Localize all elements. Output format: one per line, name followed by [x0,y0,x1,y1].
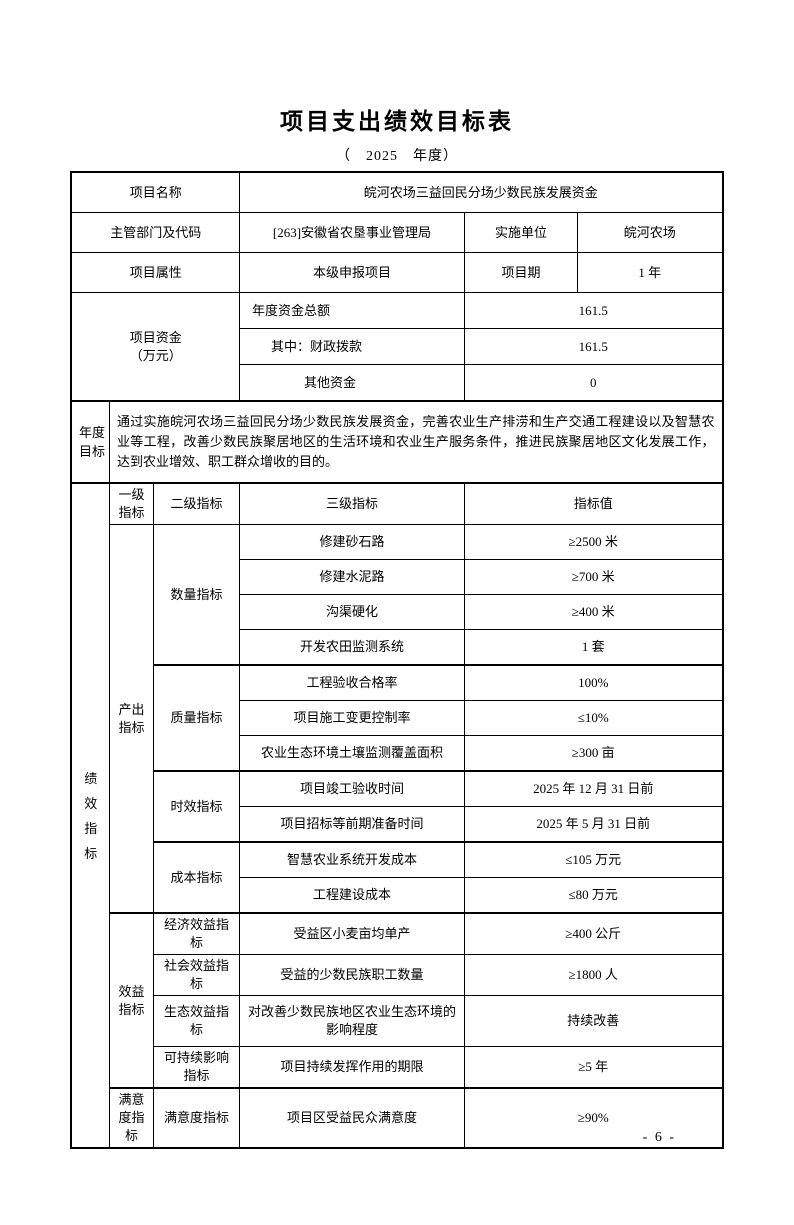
table-row: 沟渠硬化 ≥400 米 [71,594,724,630]
time-indicator-label: 时效指标 [152,770,240,843]
indicator-value: 2025 年 12 月 31 日前 [463,770,724,807]
funding-label: 项目资金 （万元） [70,292,240,402]
project-period-label: 项目期 [463,252,578,293]
indicator-value: ≤80 万元 [463,877,724,914]
indicator-name: 工程验收合格率 [238,664,465,701]
table-row: 农业生态环境土壤监测覆盖面积 ≥300 亩 [71,735,724,772]
indicator-value: 持续改善 [463,995,724,1047]
indicator-name: 修建水泥路 [238,559,465,595]
table-row: 其他资金 0 [71,364,724,402]
table-row: 效益指标 经济效益指标 受益区小麦亩均单产 ≥400 公斤 [71,912,724,1089]
project-name-value: 皖河农场三益回民分场少数民族发展资金 [238,171,724,213]
indicator-value: ≤10% [463,700,724,736]
table-row: 修建水泥路 ≥700 米 [71,559,724,595]
page-subtitle: （ 2025 年度） [336,149,458,164]
project-name-label: 项目名称 [70,171,240,213]
impl-unit-value: 皖河农场 [576,212,724,253]
table-row: 可持续影响指标 项目持续发挥作用的期限 ≥5 年 [71,1046,724,1089]
indicator-value: ≥400 米 [463,594,724,630]
satisfaction-level2-label: 满意度指标 [152,1087,240,1149]
table-row: 项目名称 皖河农场三益回民分场少数民族发展资金 [70,171,724,213]
funding-total-label: 年度资金总额 [238,292,465,329]
indicator-value: ≥400 公斤 [463,912,724,955]
economic-benefit-label: 经济效益指标 [152,912,240,955]
indicator-name: 工程建设成本 [238,877,465,914]
quantity-indicator-label: 数量指标 [152,524,240,666]
indicator-name: 受益的少数民族职工数量 [238,954,465,996]
annual-goal-label: 年度目标 [70,400,110,484]
satisfaction-level1-label: 满意度指标 [108,1087,154,1149]
eco-benefit-label: 生态效益指标 [152,995,240,1047]
indicator-name: 修建砂石路 [238,524,465,560]
indicator-name: 对改善少数民族地区农业生态环境的影响程度 [238,995,465,1047]
produce-indicator-label: 产出指标 [108,524,154,914]
dept-value: [263]安徽省农垦事业管理局 [238,212,465,253]
benefit-indicator-label: 效益指标 [108,912,154,1089]
funding-fiscal-label: 其中：财政拨款 [238,328,465,365]
funding-total-value: 161.5 [463,292,724,329]
cost-indicator-label: 成本指标 [152,841,240,914]
indicator-value: ≥1800 人 [463,954,724,996]
indicator-value: ≥5 年 [463,1046,724,1089]
table-row: 其中：财政拨款 161.5 [71,328,724,365]
performance-target-table: 项目名称 皖河农场三益回民分场少数民族发展资金 主管部门及代码 [263]安徽省… [70,171,724,1149]
table-row: 主管部门及代码 [263]安徽省农垦事业管理局 实施单位 皖河农场 [70,212,724,253]
table-row: 产出指标 数量指标 修建砂石路 ≥2500 米 [71,524,724,914]
table-row: 生态效益指标 对改善少数民族地区农业生态环境的影响程度 持续改善 [71,995,724,1047]
table-row: 满意度指标 满意度指标 项目区受益民众满意度 ≥90% [71,1087,724,1149]
indicator-value: 2025 年 5 月 31 日前 [463,806,724,843]
indicator-name: 受益区小麦亩均单产 [238,912,465,955]
header-level3: 三级指标 [238,482,465,525]
impl-unit-label: 实施单位 [463,212,578,253]
indicator-value: ≥300 亩 [463,735,724,772]
header-level2: 二级指标 [152,482,240,525]
page-title: 项目支出绩效目标表 [280,108,514,134]
funding-other-label: 其他资金 [238,364,465,402]
indicator-name: 项目持续发挥作用的期限 [238,1046,465,1089]
dept-label: 主管部门及代码 [70,212,240,253]
table-row: 时效指标 项目竣工验收时间 2025 年 12 月 31 日前 [71,770,724,843]
indicator-value: ≥2500 米 [463,524,724,560]
table-row: 社会效益指标 受益的少数民族职工数量 ≥1800 人 [71,954,724,996]
social-benefit-label: 社会效益指标 [152,954,240,996]
annual-goal-text: 通过实施皖河农场三益回民分场少数民族发展资金，完善农业生产排涝和生产交通工程建设… [108,400,724,484]
page-number: - 6 - [642,1130,676,1145]
table-row: 成本指标 智慧农业系统开发成本 ≤105 万元 [71,841,724,914]
indicator-value: 100% [463,664,724,701]
indicator-value: ≥90% [463,1087,724,1149]
indicator-value: ≥700 米 [463,559,724,595]
project-attr-label: 项目属性 [70,252,240,293]
table-row: 项目资金 （万元） 年度资金总额 161.5 [70,292,724,402]
funding-other-value: 0 [463,364,724,402]
indicator-name: 农业生态环境土壤监测覆盖面积 [238,735,465,772]
table-row: 年度目标 通过实施皖河农场三益回民分场少数民族发展资金，完善农业生产排涝和生产交… [70,400,724,484]
table-row: 质量指标 工程验收合格率 100% [71,664,724,772]
indicator-name: 开发农田监测系统 [238,629,465,666]
indicator-name: 项目竣工验收时间 [238,770,465,807]
header-level1: 一级指标 [108,482,154,525]
funding-fiscal-value: 161.5 [463,328,724,365]
table-row: 绩效指标 一级指标 二级指标 三级指标 指标值 [70,482,724,1149]
indicator-value: ≤105 万元 [463,841,724,878]
table-row: 工程建设成本 ≤80 万元 [71,877,724,914]
indicator-name: 项目施工变更控制率 [238,700,465,736]
indicator-name: 沟渠硬化 [238,594,465,630]
project-attr-value: 本级申报项目 [238,252,465,293]
quality-indicator-label: 质量指标 [152,664,240,772]
indicator-name: 项目区受益民众满意度 [238,1087,465,1149]
table-row: 开发农田监测系统 1 套 [71,629,724,666]
performance-indicators-side-label: 绩效指标 [70,482,110,1149]
header-value: 指标值 [463,482,724,525]
table-row: 项目属性 本级申报项目 项目期 1 年 [70,252,724,293]
indicator-name: 智慧农业系统开发成本 [238,841,465,878]
table-row: 项目施工变更控制率 ≤10% [71,700,724,736]
sustain-benefit-label: 可持续影响指标 [152,1046,240,1089]
project-period-value: 1 年 [576,252,724,293]
indicator-name: 项目招标等前期准备时间 [238,806,465,843]
indicator-value: 1 套 [463,629,724,666]
